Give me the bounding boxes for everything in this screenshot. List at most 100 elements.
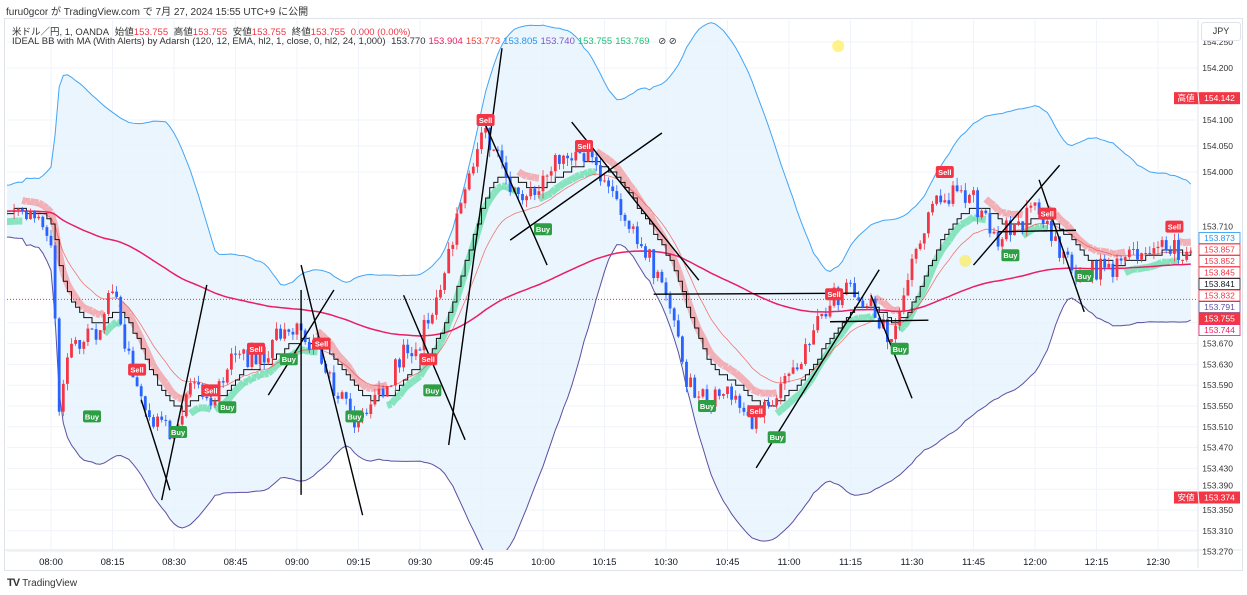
trend-ribbon-segment — [396, 387, 407, 398]
trend-ribbon-segment — [699, 336, 711, 349]
candle-body — [767, 401, 770, 406]
candle-body — [922, 233, 926, 244]
candle — [816, 308, 820, 334]
candle-body — [902, 295, 906, 312]
candle — [906, 273, 910, 297]
candle — [209, 396, 213, 410]
buy-signal[interactable]: Buy — [534, 223, 552, 236]
candle — [722, 393, 725, 399]
candle — [1004, 217, 1008, 242]
indicator-name[interactable]: IDEAL BB with MA (With Alerts) by Adarsh… — [12, 36, 386, 47]
candle — [898, 307, 902, 331]
trend-ribbon-segment — [224, 393, 235, 403]
sell-signal[interactable]: Sell — [747, 405, 766, 418]
buy-signal[interactable]: Buy — [1001, 249, 1020, 262]
buy-signal[interactable]: Buy — [423, 384, 442, 397]
candle-body — [98, 330, 102, 340]
trendline-drawing — [300, 264, 364, 516]
trend-ribbon-segment — [1127, 265, 1135, 274]
buy-signal[interactable]: Buy — [279, 353, 298, 366]
sell-signal[interactable]: Sell — [825, 288, 844, 301]
buy-signal[interactable]: Buy — [169, 426, 188, 438]
buy-signal[interactable]: Buy — [1075, 270, 1094, 282]
candle — [562, 154, 565, 170]
candle-body — [66, 357, 69, 384]
trend-ribbon-segment — [237, 379, 247, 389]
trend-ribbon-segment — [622, 176, 633, 187]
candle-body — [693, 377, 697, 398]
buy-signal[interactable]: Buy — [345, 410, 364, 423]
candle — [225, 367, 229, 385]
trend-ribbon-segment — [642, 206, 653, 217]
candle — [189, 378, 192, 398]
trend-ribbon-segment — [853, 314, 860, 323]
candle — [599, 158, 602, 186]
candle-body — [238, 353, 241, 355]
sell-signal[interactable]: Sell — [201, 384, 220, 397]
visibility-icons[interactable]: ⊘ ⊘ — [658, 36, 677, 47]
candle-body — [1132, 249, 1135, 251]
trend-ribbon-segment — [150, 364, 161, 375]
candle-body — [74, 340, 77, 344]
sell-signal[interactable]: Sell — [935, 166, 954, 178]
price-label-box — [1198, 289, 1241, 302]
candle-body — [980, 210, 984, 218]
trend-ribbon-segment — [782, 400, 792, 410]
signal-badge — [247, 342, 265, 355]
sell-signal[interactable]: Sell — [575, 140, 593, 152]
buy-signal[interactable]: Buy — [83, 410, 101, 423]
trend-ribbon-segment — [253, 371, 263, 381]
candle-body — [471, 166, 475, 174]
sell-signal[interactable]: Sell — [476, 114, 495, 126]
trend-ribbon-segment — [674, 269, 686, 284]
candle-body — [148, 410, 151, 418]
buy-signal[interactable]: Buy — [767, 431, 786, 444]
candle-body — [672, 308, 676, 321]
candle — [812, 324, 815, 345]
trend-ribbon-segment — [722, 362, 729, 371]
price-label-box — [1198, 312, 1241, 325]
sell-signal[interactable]: Sell — [1165, 220, 1184, 233]
candle-body — [1168, 250, 1172, 254]
candle — [935, 195, 938, 206]
candle-body — [78, 340, 82, 349]
sell-signal[interactable]: Sell — [1038, 207, 1057, 220]
symbol-name[interactable]: 米ドル／円, 1, OANDA — [12, 27, 110, 38]
trend-ribbon-segment — [90, 308, 99, 317]
candle — [996, 226, 1000, 251]
candle-body — [1062, 251, 1066, 258]
candle-body — [234, 353, 237, 355]
buy-signal[interactable]: Buy — [218, 401, 237, 414]
candle — [377, 380, 381, 396]
buy-signal[interactable]: Buy — [698, 400, 716, 412]
indicator-value: 153.805 — [503, 36, 538, 47]
buy-signal[interactable]: Buy — [890, 342, 909, 355]
signal-badge — [476, 114, 495, 126]
sell-signal[interactable]: Sell — [128, 363, 147, 376]
sell-signal[interactable]: Sell — [419, 353, 438, 366]
candle — [57, 317, 61, 416]
candle — [197, 375, 200, 389]
signal-label: Buy — [171, 428, 186, 437]
candle — [1127, 246, 1131, 261]
candle-body — [783, 375, 787, 384]
candle-body — [90, 328, 94, 330]
trend-ribbon-segment — [529, 173, 536, 182]
sell-signal[interactable]: Sell — [247, 342, 265, 355]
candle-body — [623, 214, 627, 221]
sell-signal[interactable]: Sell — [312, 337, 331, 350]
time-tick-label: 11:30 — [900, 557, 923, 568]
candle — [931, 200, 934, 216]
candle-body — [49, 235, 53, 246]
candle-body — [799, 363, 803, 370]
trend-ribbon-segment — [945, 232, 957, 243]
time-tick-label: 09:00 — [285, 557, 309, 568]
candle-body — [537, 191, 541, 195]
open-value: 153.755 — [133, 27, 169, 38]
candle — [410, 346, 414, 364]
candle-body — [689, 377, 692, 387]
currency-button[interactable]: JPY — [1201, 22, 1241, 41]
candle — [1021, 220, 1025, 235]
candle — [1173, 233, 1176, 262]
